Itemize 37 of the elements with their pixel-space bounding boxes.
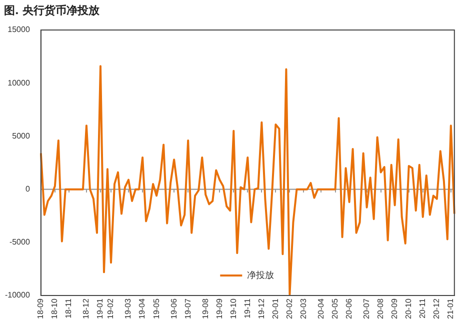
legend-label: 净投放 <box>247 270 274 281</box>
x-tick-label: 20-08 <box>376 298 386 320</box>
x-tick-label: 19-02 <box>106 298 116 320</box>
y-tick-label: 10000 <box>8 78 30 88</box>
x-tick-label: 19-07 <box>183 298 192 320</box>
x-tick-label: 19-10 <box>228 298 238 320</box>
x-tick-label: 19-04 <box>138 298 147 320</box>
chart-title: 图. 央行货币净投放 <box>4 3 100 18</box>
x-tick-label: 19-01 <box>96 298 105 320</box>
x-tick-label: 20-09 <box>390 298 400 320</box>
x-tick-label: 19-03 <box>124 298 133 320</box>
x-tick-label: 20-06 <box>344 298 354 320</box>
x-tick-label: 20-05 <box>330 298 340 320</box>
x-tick-label: 20-02 <box>284 298 294 320</box>
x-tick-label: 19-12 <box>256 298 266 320</box>
x-tick-label: 20-07 <box>362 298 371 320</box>
x-tick-label: 20-03 <box>298 298 308 320</box>
x-tick-label: 19-09 <box>214 298 224 320</box>
x-tick-label: 20-12 <box>432 298 442 320</box>
y-tick-label: -10000 <box>4 290 30 300</box>
y-tick-label: 15000 <box>8 25 30 34</box>
y-tick-label: 0 <box>25 184 30 194</box>
y-tick-label: 5000 <box>12 131 30 140</box>
x-tick-label: 19-06 <box>169 298 178 320</box>
y-tick-label: -5000 <box>9 238 30 247</box>
x-tick-label: 18-11 <box>64 298 74 318</box>
x-tick-label: 20-04 <box>316 298 326 320</box>
x-tick-label: 18-12 <box>82 298 91 320</box>
x-tick-label: 18-09 <box>36 298 46 320</box>
x-tick-label: 21-01 <box>446 298 456 320</box>
x-tick-label: 20-11 <box>418 298 428 318</box>
x-tick-label: 20-01 <box>270 298 280 320</box>
x-tick-label: 19-11 <box>242 298 252 318</box>
x-tick-label: 18-10 <box>50 298 60 320</box>
x-tick-label: 19-05 <box>152 298 161 320</box>
x-tick-label: 19-08 <box>200 298 210 320</box>
x-tick-label: 20-10 <box>404 298 414 320</box>
